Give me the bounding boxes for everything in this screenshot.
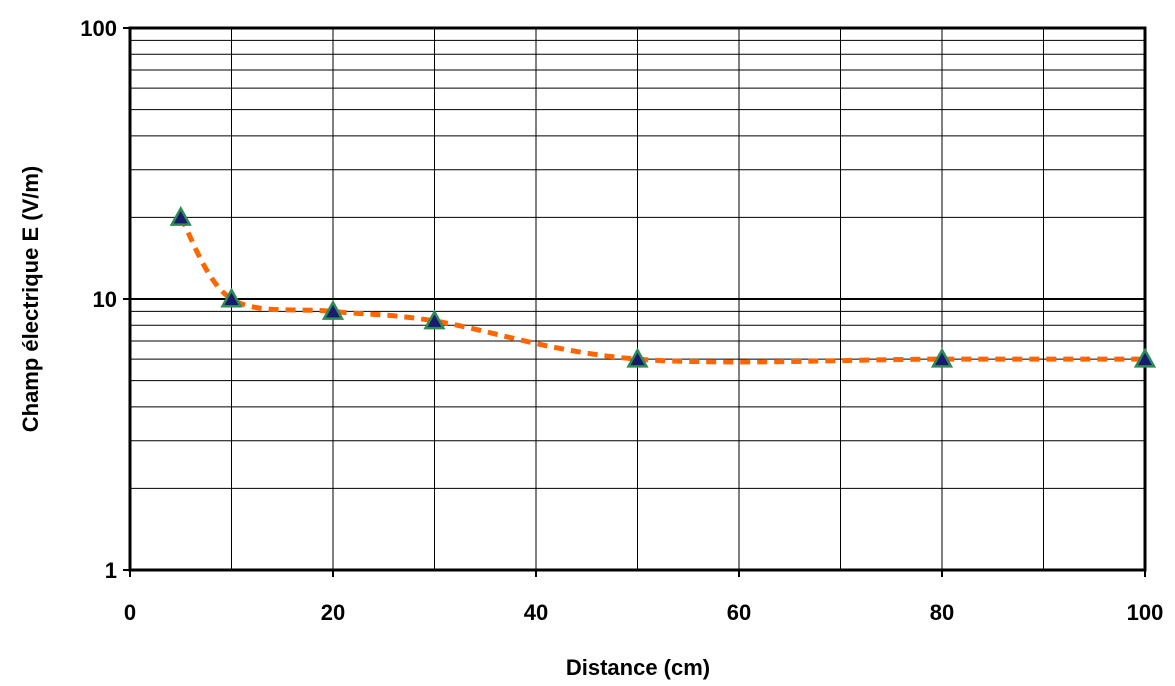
data-point	[220, 287, 243, 308]
x-tick-label: 40	[524, 600, 548, 625]
series	[169, 205, 1157, 368]
x-tick-label: 0	[124, 600, 136, 625]
x-tick-label: 100	[1127, 600, 1164, 625]
x-axis: 0 20 40 60 80 100	[124, 570, 1163, 625]
y-tick-label: 100	[80, 16, 117, 41]
x-tick-label: 60	[727, 600, 751, 625]
data-point	[1133, 347, 1157, 368]
data-point	[321, 299, 345, 320]
grid	[130, 28, 1145, 570]
data-point	[930, 347, 954, 368]
y-tick-label: 1	[105, 558, 117, 583]
y-tick-label: 10	[93, 287, 117, 312]
data-point	[423, 309, 446, 330]
x-tick-label: 80	[930, 600, 954, 625]
y-axis: 1 10 100	[80, 16, 130, 583]
y-axis-title: Champ électrique E (V/m)	[18, 166, 43, 433]
x-axis-title: Distance (cm)	[566, 655, 710, 680]
data-point	[626, 347, 649, 368]
x-tick-label: 20	[321, 600, 345, 625]
series-line	[178, 216, 1145, 365]
data-point	[169, 205, 192, 226]
